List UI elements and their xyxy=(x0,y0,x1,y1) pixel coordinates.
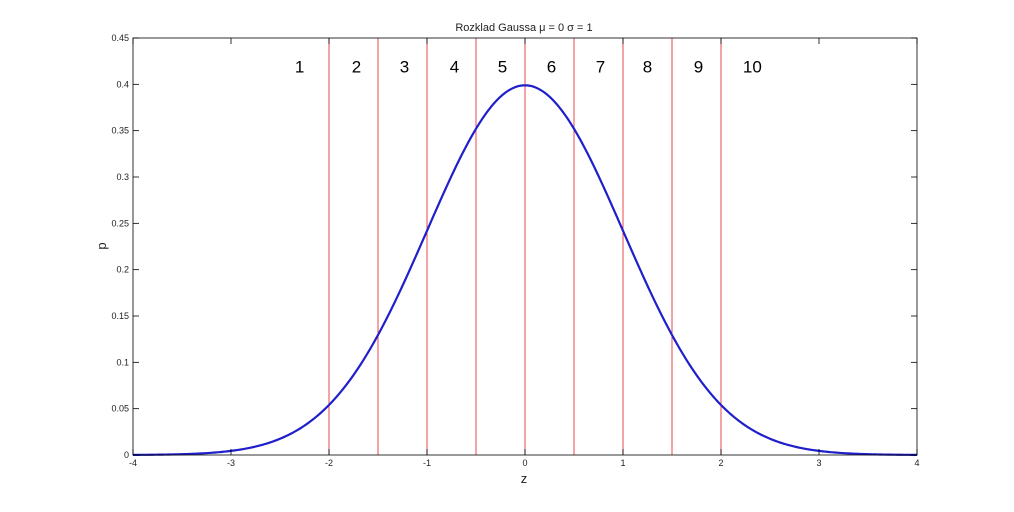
region-label-7: 7 xyxy=(596,57,605,76)
y-tick-label: 0.35 xyxy=(111,126,129,136)
x-tick-label: 0 xyxy=(522,458,527,468)
region-label-8: 8 xyxy=(643,57,652,76)
x-tick-label: -3 xyxy=(227,458,235,468)
y-tick-label: 0.4 xyxy=(116,79,129,89)
region-label-10: 10 xyxy=(743,57,762,76)
y-tick-label: 0.2 xyxy=(116,265,129,275)
divider-lines xyxy=(328,38,722,455)
x-tick-label: -2 xyxy=(325,458,333,468)
chart-title: Rozklad Gaussa μ = 0 σ = 1 xyxy=(455,22,592,34)
y-tick-label: 0 xyxy=(124,450,129,460)
y-tick-label: 0.3 xyxy=(116,172,129,182)
region-label-5: 5 xyxy=(498,57,507,76)
y-tick-label: 0.15 xyxy=(111,311,129,321)
x-tick-label: 3 xyxy=(816,458,821,468)
x-axis-label: z xyxy=(521,471,528,486)
y-axis-label: p xyxy=(94,242,109,249)
y-tick-label: 0.25 xyxy=(111,218,129,228)
region-label-1: 1 xyxy=(295,57,304,76)
region-label-3: 3 xyxy=(400,57,409,76)
y-tick-label: 0.1 xyxy=(116,357,129,367)
ticks-layer: -4 -3 -2 -1 0 1 2 3 4 0 0.05 0.1 0.15 0.2 0.25 0.3 0.35 0… xyxy=(111,33,919,468)
region-label-6: 6 xyxy=(547,57,556,76)
region-labels: 1 2 3 4 5 6 7 8 9 10 xyxy=(295,57,762,76)
x-tick-label: -4 xyxy=(129,458,137,468)
region-label-4: 4 xyxy=(450,57,459,76)
y-tick-label: 0.05 xyxy=(111,404,129,414)
region-label-2: 2 xyxy=(352,57,361,76)
x-tick-label: -1 xyxy=(423,458,431,468)
x-tick-label: 4 xyxy=(914,458,919,468)
y-tick-label: 0.45 xyxy=(111,33,129,43)
curve-layer xyxy=(132,84,918,456)
x-tick-label: 2 xyxy=(718,458,723,468)
x-tick-label: 1 xyxy=(620,458,625,468)
gauss-curve xyxy=(132,84,918,456)
region-label-9: 9 xyxy=(694,57,703,76)
